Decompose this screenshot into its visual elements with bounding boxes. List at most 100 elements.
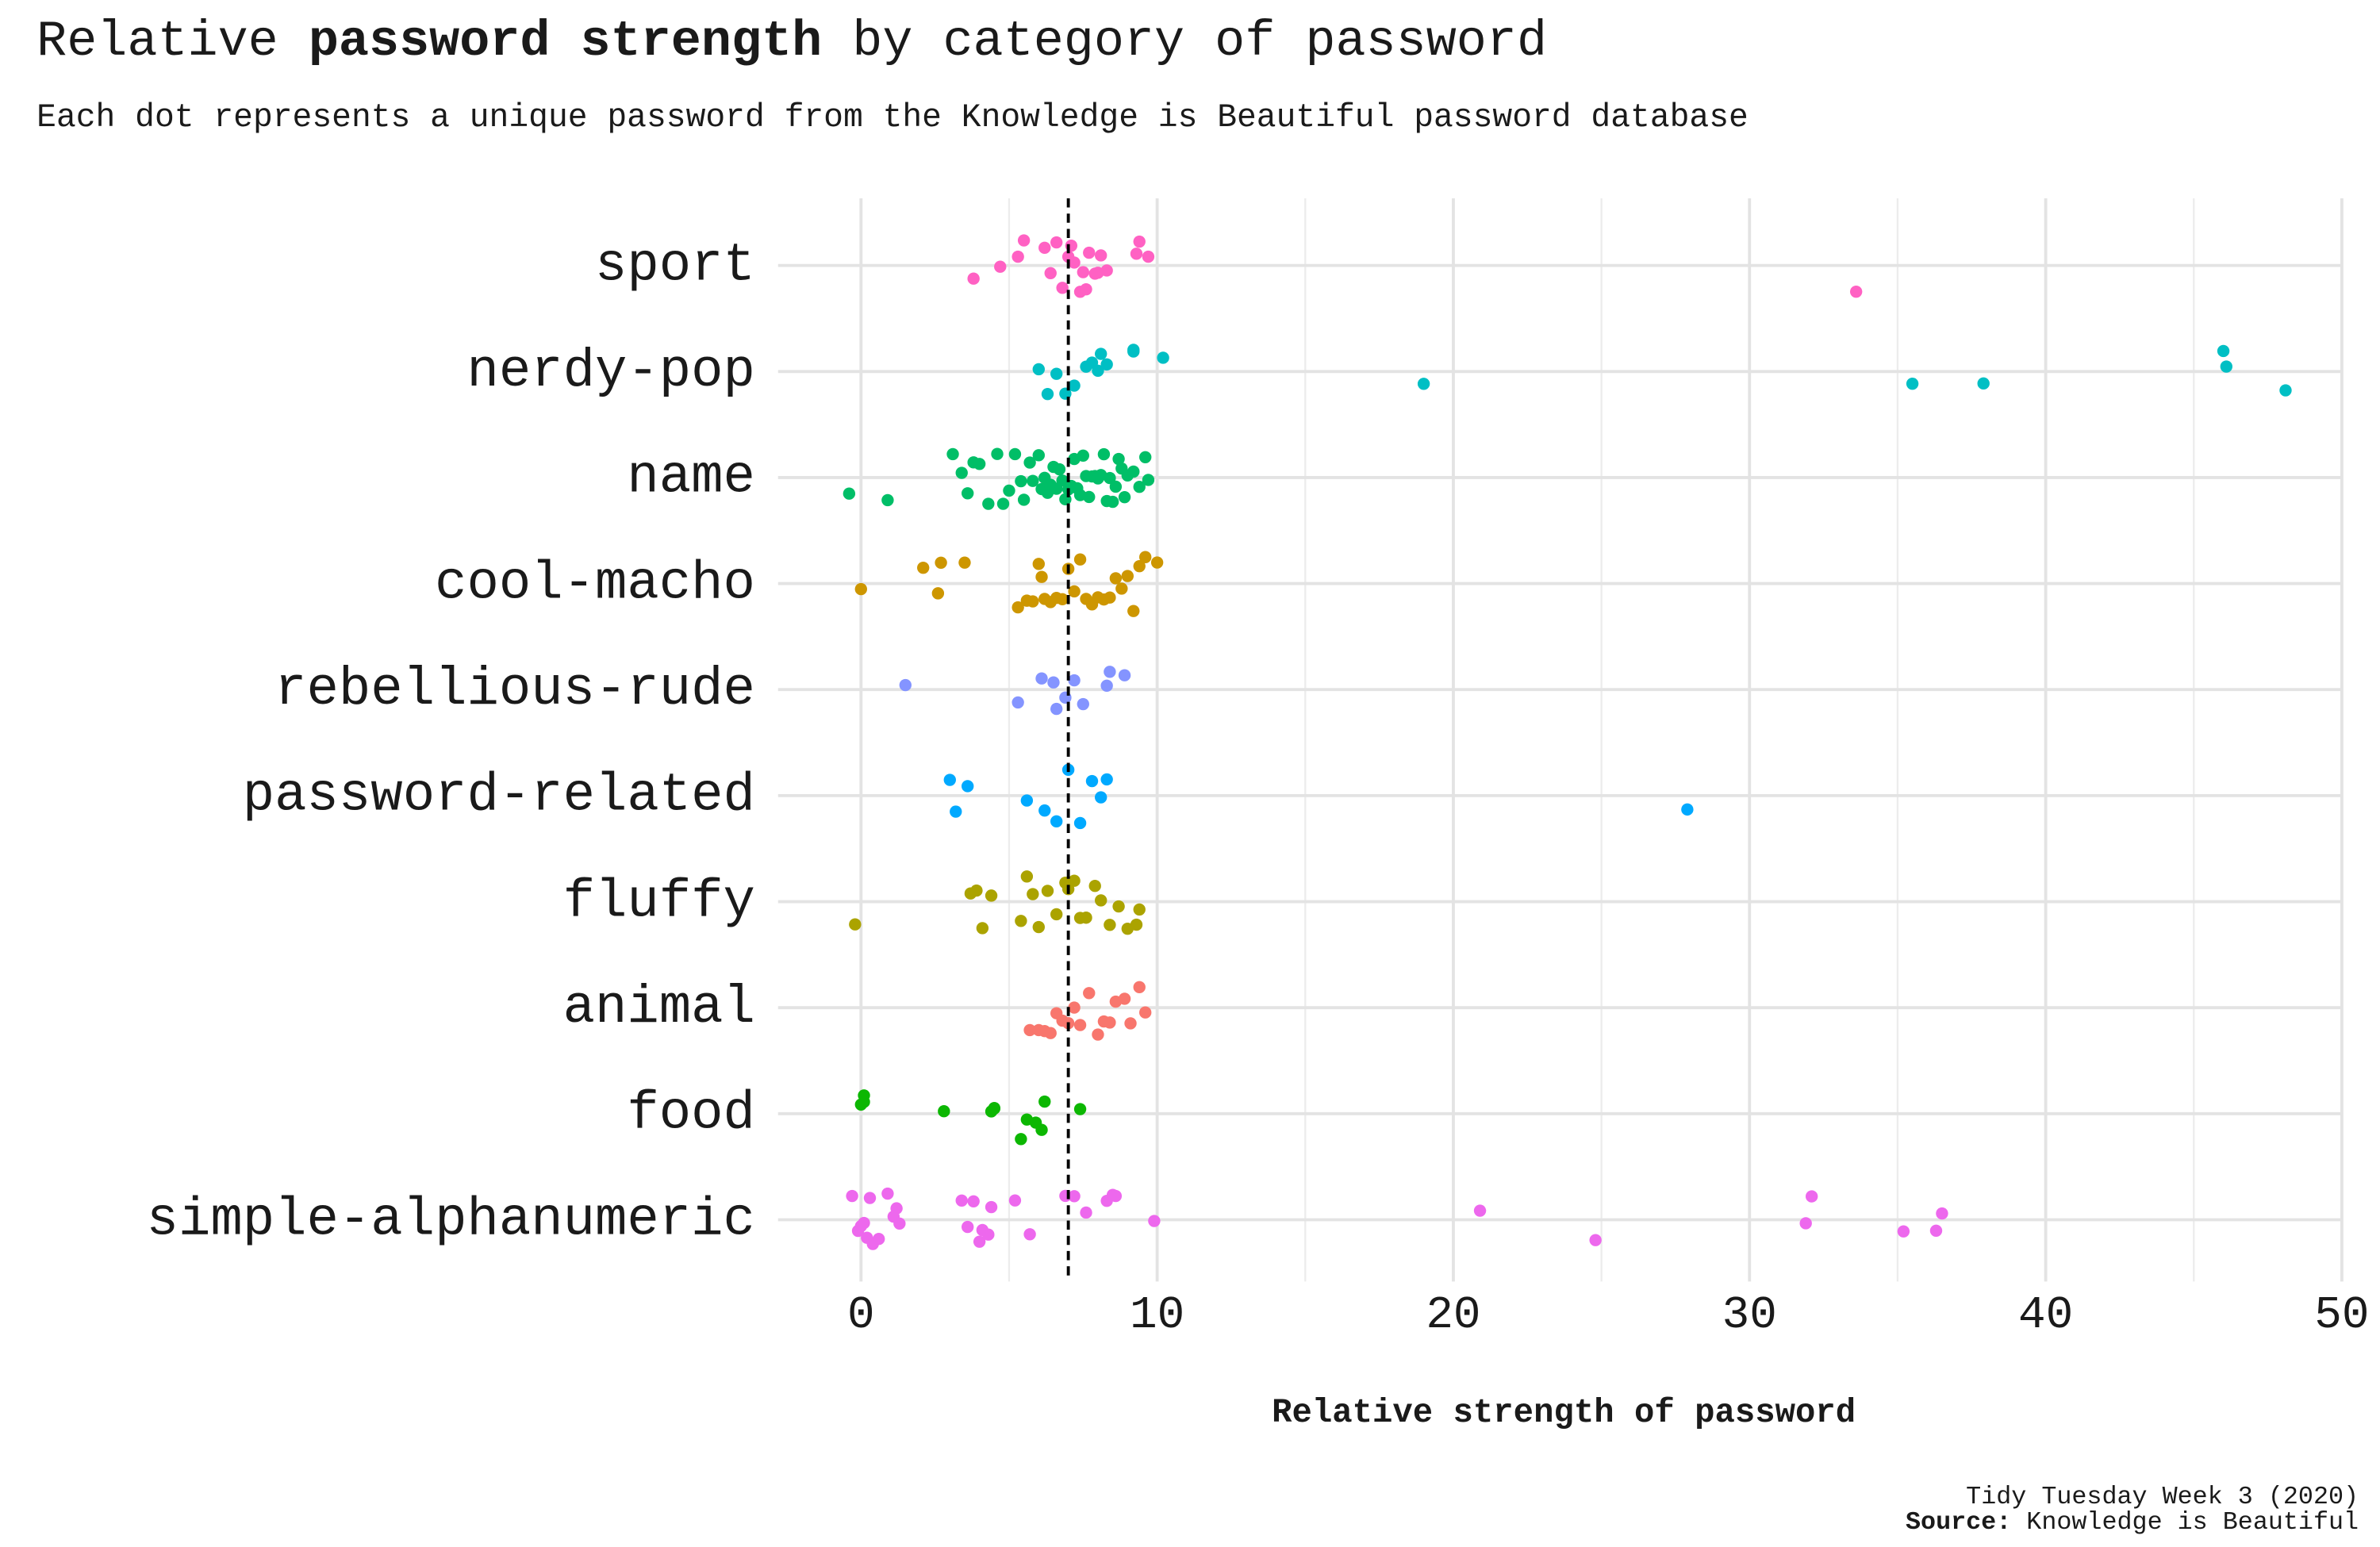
x-axis-title: Relative strength of password (1272, 1394, 1856, 1432)
point (1068, 585, 1081, 598)
point (863, 1192, 877, 1204)
point (1012, 601, 1024, 614)
point (890, 1202, 903, 1215)
point (943, 774, 956, 786)
point (1929, 1224, 1943, 1237)
point (1008, 447, 1022, 461)
point (967, 272, 980, 285)
point (985, 889, 998, 902)
point (1109, 480, 1123, 493)
point (899, 678, 912, 692)
point (1017, 493, 1031, 506)
point (1080, 912, 1092, 924)
point (881, 493, 894, 507)
chart-title: Relative password strength by category o… (36, 13, 1547, 71)
point (973, 1235, 986, 1248)
caption: Tidy Tuesday Week 3 (2020) (1966, 1483, 2359, 1511)
title-part: Relative (36, 13, 309, 71)
point (1068, 874, 1081, 887)
point (1681, 803, 1694, 816)
point (858, 1089, 870, 1102)
x-tick-label: 20 (1426, 1290, 1480, 1342)
point (1085, 774, 1099, 788)
point (976, 922, 989, 935)
point (955, 1194, 968, 1207)
point (1138, 1006, 1152, 1019)
point (2279, 384, 2292, 397)
point (1032, 920, 1045, 934)
point (1083, 246, 1096, 259)
point (967, 1195, 980, 1207)
point (1056, 593, 1069, 606)
caption-source-label: Source: (1906, 1509, 2011, 1537)
point (1012, 250, 1024, 263)
point (946, 447, 959, 461)
point (1100, 773, 1113, 786)
point (1936, 1207, 1948, 1220)
point (1038, 1095, 1051, 1108)
point (1032, 558, 1045, 570)
point (1127, 605, 1140, 617)
point (1035, 1123, 1048, 1136)
point (1015, 915, 1027, 927)
point (1023, 1228, 1036, 1241)
point (1068, 674, 1081, 687)
point (996, 497, 1010, 510)
point (1008, 1194, 1022, 1207)
y-tick-label: food (627, 1084, 755, 1145)
point (1142, 250, 1155, 263)
point (1056, 474, 1069, 487)
caption: Source: Knowledge is Beautiful (1906, 1509, 2359, 1537)
point (931, 587, 945, 600)
point (849, 918, 862, 931)
point (1027, 474, 1039, 487)
point (1041, 387, 1054, 401)
point (1118, 992, 1131, 1005)
point (955, 466, 968, 479)
point (1027, 595, 1039, 608)
point (962, 487, 974, 500)
subtitle: Each dot represents a unique password fr… (36, 100, 1749, 136)
point (1073, 553, 1087, 566)
point (1080, 282, 1092, 296)
point (1083, 987, 1096, 1000)
x-tick-label: 30 (1722, 1290, 1777, 1342)
point (1148, 1215, 1161, 1227)
point (1080, 1206, 1092, 1219)
point (1083, 490, 1096, 504)
point (1012, 696, 1024, 709)
point (893, 1217, 906, 1230)
point (1056, 282, 1069, 294)
point (1068, 379, 1081, 392)
point (1109, 1189, 1123, 1203)
point (1050, 908, 1063, 921)
point (1077, 449, 1089, 462)
point (854, 582, 867, 596)
point (1092, 364, 1104, 377)
point (1133, 235, 1146, 248)
point (1417, 378, 1430, 390)
point (1023, 1023, 1036, 1037)
point (1118, 490, 1131, 504)
point (1088, 880, 1101, 892)
point (982, 1228, 995, 1241)
point (1118, 669, 1131, 681)
point (1050, 702, 1063, 716)
point (1133, 981, 1146, 994)
point (994, 260, 1007, 273)
point (2217, 344, 2230, 358)
point (1041, 885, 1054, 897)
point (1897, 1225, 1910, 1238)
point (1073, 1103, 1087, 1115)
y-tick-label: name (627, 448, 755, 509)
point (1104, 591, 1116, 604)
y-tick-label: sport (595, 236, 755, 296)
x-tick-label: 40 (2018, 1290, 2073, 1342)
point (1133, 559, 1146, 573)
point (1130, 918, 1143, 931)
point (1035, 672, 1048, 685)
point (1133, 481, 1146, 493)
